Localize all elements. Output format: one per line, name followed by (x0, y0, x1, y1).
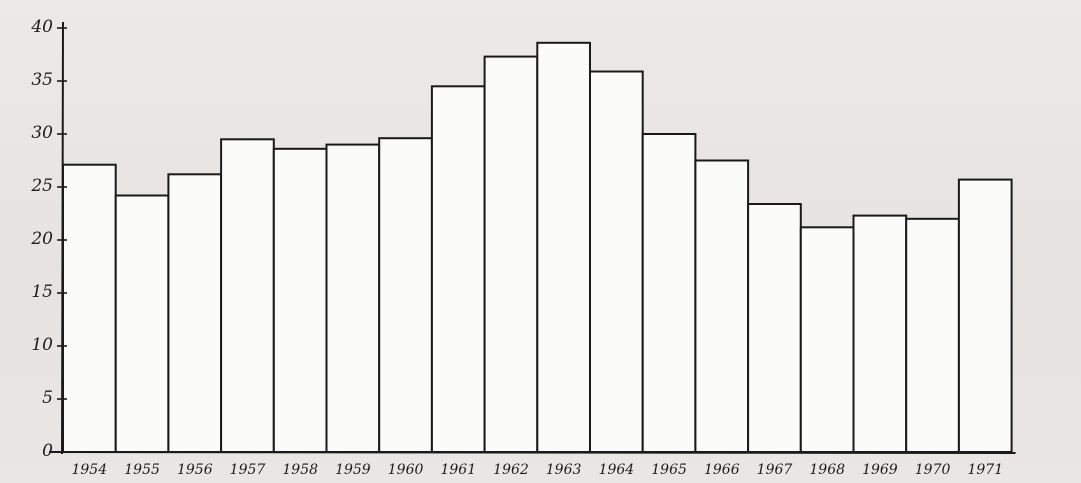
x-tick-label-1956: 1956 (177, 462, 213, 478)
bar-1959 (325, 143, 381, 453)
bar-1954 (62, 163, 117, 453)
bar-1957 (220, 138, 275, 454)
bar-1965 (641, 133, 697, 453)
x-tick-label-1966: 1966 (704, 462, 740, 478)
x-axis-ticks: 1954 1955 1956 1957 1958 1959 1960 1961 1962 1963… (71, 462, 1003, 478)
x-tick-label-1954: 1954 (71, 462, 107, 478)
bar-1958 (272, 147, 328, 454)
bar-1968 (799, 226, 855, 453)
bar-1971 (957, 178, 1013, 453)
y-tick-label-5: 5 (42, 388, 53, 408)
x-tick-label-1958: 1958 (282, 462, 318, 478)
y-tick-label-20: 20 (30, 229, 53, 249)
y-tick-label-10: 10 (31, 335, 53, 355)
x-tick-label-1970: 1970 (915, 462, 951, 478)
x-tick-label-1968: 1968 (809, 462, 845, 478)
bar-1969 (852, 214, 908, 453)
bar-1960 (378, 137, 433, 453)
bar-1970 (905, 217, 960, 453)
x-tick-label-1965: 1965 (651, 462, 687, 478)
x-tick-label-1961: 1961 (440, 462, 476, 478)
bar-1961 (430, 85, 486, 454)
bar-1967 (747, 203, 802, 453)
bar-1963 (536, 41, 591, 454)
bar-1956 (167, 173, 223, 454)
x-tick-label-1962: 1962 (493, 462, 529, 478)
bars (62, 41, 1013, 454)
x-tick-label-1960: 1960 (388, 462, 424, 478)
axes (48, 21, 1016, 455)
y-tick-label-30: 30 (31, 123, 53, 143)
bar-1962 (483, 55, 539, 453)
y-tick-label-15: 15 (31, 282, 53, 302)
bar-1955 (114, 194, 170, 453)
y-tick-label-0: 0 (42, 441, 53, 461)
x-tick-label-1967: 1967 (757, 462, 793, 478)
y-axis-line (61, 21, 64, 455)
x-tick-label-1959: 1959 (335, 462, 371, 478)
y-tick-label-35: 35 (31, 70, 53, 90)
x-tick-label-1969: 1969 (862, 462, 898, 478)
x-tick-label-1957: 1957 (230, 462, 266, 478)
bar-1966 (694, 159, 750, 453)
y-tick-label-25: 25 (30, 176, 53, 196)
x-tick-label-1955: 1955 (124, 462, 160, 478)
bar-1964 (589, 70, 644, 453)
y-tick-label-40: 40 (30, 17, 53, 37)
x-axis-line (48, 451, 1016, 454)
x-tick-label-1964: 1964 (599, 462, 635, 478)
x-tick-label-1971: 1971 (967, 462, 1003, 478)
y-axis-ticks: 0 5 10 15 20 25 30 35 40 (30, 17, 67, 461)
x-tick-label-1963: 1963 (546, 462, 582, 478)
